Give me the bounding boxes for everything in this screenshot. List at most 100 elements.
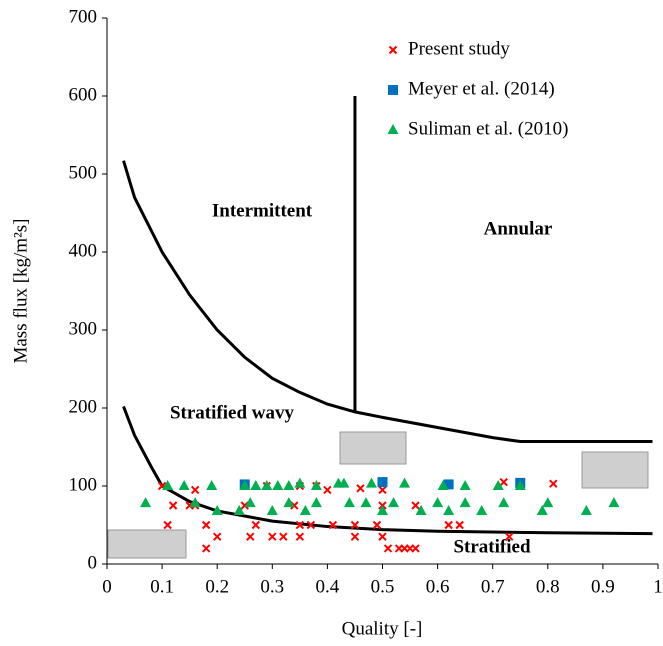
x-stroke <box>444 520 453 530</box>
triangle-marker <box>580 504 592 515</box>
triangle-marker <box>206 480 218 490</box>
x-stroke <box>350 532 360 541</box>
x-stroke <box>388 45 398 55</box>
x-tick-label: 0.9 <box>591 576 615 597</box>
x-stroke <box>411 544 420 553</box>
y-tick-label: 400 <box>69 240 98 261</box>
triangle-marker <box>443 504 455 515</box>
x-tick-label: 0.4 <box>316 576 340 597</box>
triangle-marker <box>492 480 504 490</box>
square-marker <box>388 85 398 95</box>
x-marker <box>279 532 288 541</box>
x-stroke <box>212 532 222 541</box>
triangle-marker <box>250 480 262 490</box>
y-tick-label: 200 <box>69 396 98 417</box>
y-tick-label: 0 <box>88 552 98 573</box>
x-marker <box>306 520 316 530</box>
x-stroke <box>328 520 338 530</box>
triangle-marker <box>360 497 372 508</box>
triangle-marker <box>476 504 488 515</box>
x-marker <box>251 520 260 530</box>
x-marker <box>168 501 178 510</box>
triangle-marker <box>459 497 471 508</box>
triangle-marker <box>415 504 427 515</box>
photo <box>581 451 649 489</box>
x-stroke <box>455 520 464 530</box>
y-tick-label: 300 <box>69 318 98 339</box>
square-marker <box>443 479 454 490</box>
triangle-marker <box>211 504 223 515</box>
square-marker <box>377 477 388 488</box>
triangle-marker <box>178 480 190 490</box>
triangle-marker <box>388 497 400 508</box>
x-stroke <box>383 544 393 553</box>
y-axis-title: Mass flux [kg/m²s] <box>10 218 31 363</box>
x-stroke <box>411 501 420 510</box>
legend-label: Suliman et al. (2010) <box>408 118 568 139</box>
x-marker <box>295 532 305 541</box>
triangle-marker <box>387 124 399 134</box>
x-tick-label: 0.2 <box>205 576 229 597</box>
x-stroke <box>246 532 255 541</box>
triangle-marker <box>377 504 388 515</box>
triangle-marker <box>432 497 444 508</box>
triangle-marker <box>338 477 350 488</box>
triangle-marker <box>343 497 355 508</box>
y-tick-label: 700 <box>69 6 98 27</box>
x-marker <box>388 45 398 55</box>
x-stroke <box>157 481 167 491</box>
x-stroke <box>499 477 508 487</box>
triangle-marker <box>283 497 295 508</box>
x-stroke <box>168 501 178 510</box>
triangle-marker <box>266 504 278 515</box>
x-marker <box>201 520 211 530</box>
x-marker <box>190 485 200 495</box>
x-stroke <box>279 532 288 541</box>
x-marker <box>350 520 360 530</box>
x-marker <box>268 532 277 541</box>
x-tick-label: 0.7 <box>481 576 505 597</box>
x-stroke <box>350 520 360 530</box>
x-marker <box>201 544 211 553</box>
x-marker <box>378 532 387 541</box>
y-tick-label: 500 <box>69 162 98 183</box>
x-tick-label: 0.5 <box>371 576 395 597</box>
region-label: Annular <box>484 218 553 239</box>
x-stroke <box>356 484 365 493</box>
triangle-marker <box>437 480 449 490</box>
x-stroke <box>295 520 305 530</box>
x-marker <box>246 532 255 541</box>
x-stroke <box>323 485 332 495</box>
boundary-line <box>122 160 653 444</box>
x-marker <box>444 520 453 530</box>
x-marker <box>378 485 387 495</box>
triangle-marker <box>283 480 295 490</box>
x-marker <box>323 485 332 495</box>
triangle-marker <box>542 497 554 508</box>
x-stroke <box>295 532 305 541</box>
x-marker <box>212 532 222 541</box>
x-stroke <box>290 501 299 510</box>
triangle-marker <box>140 497 152 508</box>
triangle-marker <box>608 497 620 508</box>
triangle-marker <box>459 480 471 490</box>
y-tick-label: 600 <box>69 84 98 105</box>
x-stroke <box>378 485 387 495</box>
x-marker <box>295 520 305 530</box>
legend-label: Meyer et al. (2014) <box>408 78 555 99</box>
x-marker <box>163 520 172 530</box>
triangle-marker <box>299 504 311 515</box>
photo <box>339 431 407 465</box>
region-label: Stratified wavy <box>170 402 295 423</box>
x-tick-label: 1 <box>653 576 663 597</box>
x-tick-label: 0.3 <box>260 576 284 597</box>
x-stroke <box>372 520 382 530</box>
triangle-marker <box>189 497 201 508</box>
x-marker <box>411 501 420 510</box>
triangle-marker <box>244 497 256 508</box>
x-stroke <box>251 520 260 530</box>
x-marker <box>350 532 360 541</box>
triangle-marker <box>261 480 273 490</box>
triangle-marker <box>272 480 284 490</box>
